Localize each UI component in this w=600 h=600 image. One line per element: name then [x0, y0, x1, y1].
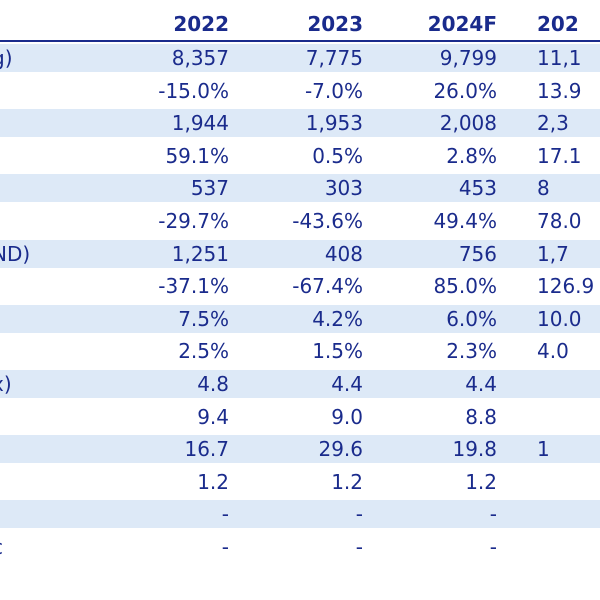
table-cell: -: [355, 535, 363, 559]
table-cell: -: [221, 502, 229, 527]
table-cell: 9.4: [197, 404, 229, 429]
table-cell: 17.1: [537, 143, 582, 168]
table-cell: 1,251: [171, 241, 229, 266]
table-cell: 756: [458, 241, 497, 266]
table-cell: -: [489, 535, 497, 559]
header-2025f: 202: [537, 12, 579, 36]
table-row: 7.5% 4.2% 6.0% 10.0: [0, 303, 600, 335]
table-cell: 16.7: [184, 437, 229, 462]
table-cell: 7,775: [305, 46, 363, 70]
table-row: -29.7% -43.6% 49.4% 78.0: [0, 205, 600, 237]
row-label: g): [0, 46, 13, 70]
table-row: -37.1% -67.4% 85.0% 126.9: [0, 270, 600, 302]
table-row: -15.0% -7.0% 26.0% 13.9: [0, 75, 600, 107]
table-cell: 537: [190, 176, 229, 201]
header-2022: 2022: [173, 12, 229, 36]
table-cell: 1.2: [465, 469, 497, 494]
table-cell: 8: [537, 176, 550, 201]
table-cell: 4.4: [331, 372, 363, 396]
table-row: g) 8,357 7,775 9,799 11,1: [0, 42, 600, 74]
table-cell: -43.6%: [292, 209, 363, 233]
table-cell: 29.6: [318, 437, 363, 462]
row-label: ND): [0, 241, 31, 266]
table-cell: -37.1%: [158, 274, 229, 299]
table-cell: -67.4%: [292, 274, 363, 299]
table-row: 537 303 453 8: [0, 172, 600, 204]
table-cell: 1.5%: [312, 339, 363, 364]
table-cell: 59.1%: [165, 143, 229, 168]
table-row: 59.1% 0.5% 2.8% 17.1: [0, 140, 600, 172]
table-cell: 2,008: [439, 111, 497, 136]
table-row: ND) 1,251 408 756 1,7: [0, 238, 600, 270]
table-cell: 10.0: [537, 306, 582, 331]
header-2023: 2023: [307, 12, 363, 36]
table-cell: 26.0%: [433, 78, 497, 103]
table-row: x) 4.8 4.4 4.4: [0, 368, 600, 400]
row-label: x): [0, 372, 12, 396]
table-cell: 9,799: [439, 46, 497, 70]
table-cell: 2.3%: [446, 339, 497, 364]
table-cell: 0.5%: [312, 143, 363, 168]
table-cell: -15.0%: [158, 78, 229, 103]
table-cell: 4.4: [465, 372, 497, 396]
table-header: 2022 2023 2024F 202: [0, 8, 600, 40]
table-row: 1,944 1,953 2,008 2,3: [0, 107, 600, 139]
table-row: ---: [0, 498, 600, 530]
table-cell: 78.0: [537, 209, 582, 233]
table-row: 1.2 1.2 1.2: [0, 466, 600, 498]
table-cell: 1,7: [537, 241, 569, 266]
table-cell: 1,944: [171, 111, 229, 136]
table-cell: 1: [537, 437, 550, 462]
table-cell: 2,3: [537, 111, 569, 136]
header-divider: [0, 40, 600, 42]
table-cell: 1,953: [305, 111, 363, 136]
table-cell: -: [489, 502, 497, 527]
table-cell: -7.0%: [304, 78, 363, 103]
table-cell: 4.8: [197, 372, 229, 396]
table-cell: 1.2: [197, 469, 229, 494]
table-cell: 303: [324, 176, 363, 201]
table-cell: 4.2%: [312, 306, 363, 331]
table-cell: 9.0: [331, 404, 363, 429]
table-cell: 8.8: [465, 404, 497, 429]
table-cell: 8,357: [171, 46, 229, 70]
table-cell: 2.5%: [178, 339, 229, 364]
table-cell: 85.0%: [433, 274, 497, 299]
table-row: 16.7 29.6 19.8 1: [0, 433, 600, 465]
table-cell: -: [221, 535, 229, 559]
table-row: c---: [0, 531, 600, 563]
table-cell: 11,1: [537, 46, 582, 70]
table-cell: -: [355, 502, 363, 527]
table-cell: 49.4%: [433, 209, 497, 233]
table-cell: -29.7%: [158, 209, 229, 233]
table-cell: 4.0: [537, 339, 569, 364]
table-cell: 13.9: [537, 78, 582, 103]
table-cell: 1.2: [331, 469, 363, 494]
table-row: 9.4 9.0 8.8: [0, 401, 600, 433]
table-cell: 6.0%: [446, 306, 497, 331]
table-cell: 2.8%: [446, 143, 497, 168]
table-cell: 408: [324, 241, 363, 266]
table-cell: 7.5%: [178, 306, 229, 331]
table-cell: 126.9: [537, 274, 595, 299]
header-2024f: 2024F: [427, 12, 497, 36]
row-label: c: [0, 531, 3, 563]
table-cell: 19.8: [452, 437, 497, 462]
table-cell: 453: [458, 176, 497, 201]
table-row: 2.5% 1.5% 2.3% 4.0: [0, 335, 600, 367]
